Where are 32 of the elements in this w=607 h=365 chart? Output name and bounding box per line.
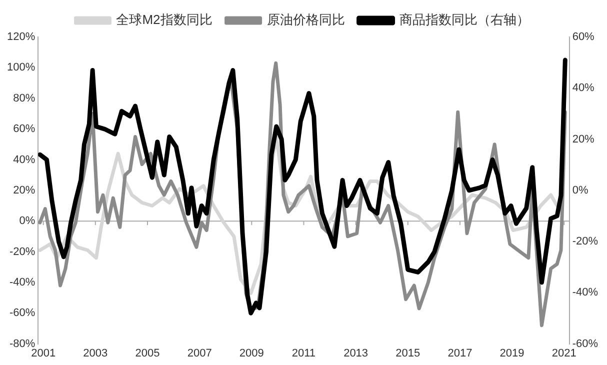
y-tick-label: 20% bbox=[13, 184, 36, 196]
y-tick-label: 80% bbox=[13, 92, 36, 104]
x-tick-label: 2017 bbox=[448, 347, 472, 360]
y2-tick-label: -40% bbox=[572, 286, 598, 299]
legend-label: 原油价格同比 bbox=[266, 12, 345, 28]
x-tick-label: 2007 bbox=[187, 347, 212, 360]
x-tick-label: 2013 bbox=[344, 347, 368, 360]
y-tick-label: 60% bbox=[13, 123, 36, 136]
x-tick-label: 2015 bbox=[396, 347, 420, 360]
y2-tick-label: -60% bbox=[572, 338, 598, 350]
x-tick-label: 2019 bbox=[500, 347, 524, 360]
x-tick-label: 2011 bbox=[292, 347, 316, 360]
y2-tick-label: 60% bbox=[572, 31, 595, 44]
legend-label: 商品指数同比（右轴） bbox=[399, 12, 530, 28]
x-tick-label: 2021 bbox=[552, 347, 576, 360]
y-tick-label: -60% bbox=[9, 307, 36, 320]
legend-label: 全球M2指数同比 bbox=[116, 12, 212, 28]
y-tick-label: -80% bbox=[9, 338, 36, 350]
y-tick-label: 40% bbox=[13, 154, 36, 166]
y2-tick-label: 0% bbox=[572, 184, 588, 196]
y2-tick-label: -20% bbox=[572, 236, 598, 248]
x-tick-label: 2005 bbox=[135, 347, 160, 360]
y-tick-label: -20% bbox=[9, 246, 36, 258]
x-tick-label: 2001 bbox=[31, 347, 56, 360]
x-tick-label: 2009 bbox=[239, 347, 264, 360]
y-tick-label: 100% bbox=[6, 62, 36, 74]
y-tick-label: -40% bbox=[9, 276, 36, 288]
y-tick-label: 0% bbox=[19, 215, 36, 228]
x-tick-label: 2003 bbox=[83, 347, 108, 360]
y-tick-label: 120% bbox=[6, 31, 36, 44]
y2-tick-label: 20% bbox=[572, 133, 595, 146]
y2-tick-label: 40% bbox=[572, 82, 595, 94]
